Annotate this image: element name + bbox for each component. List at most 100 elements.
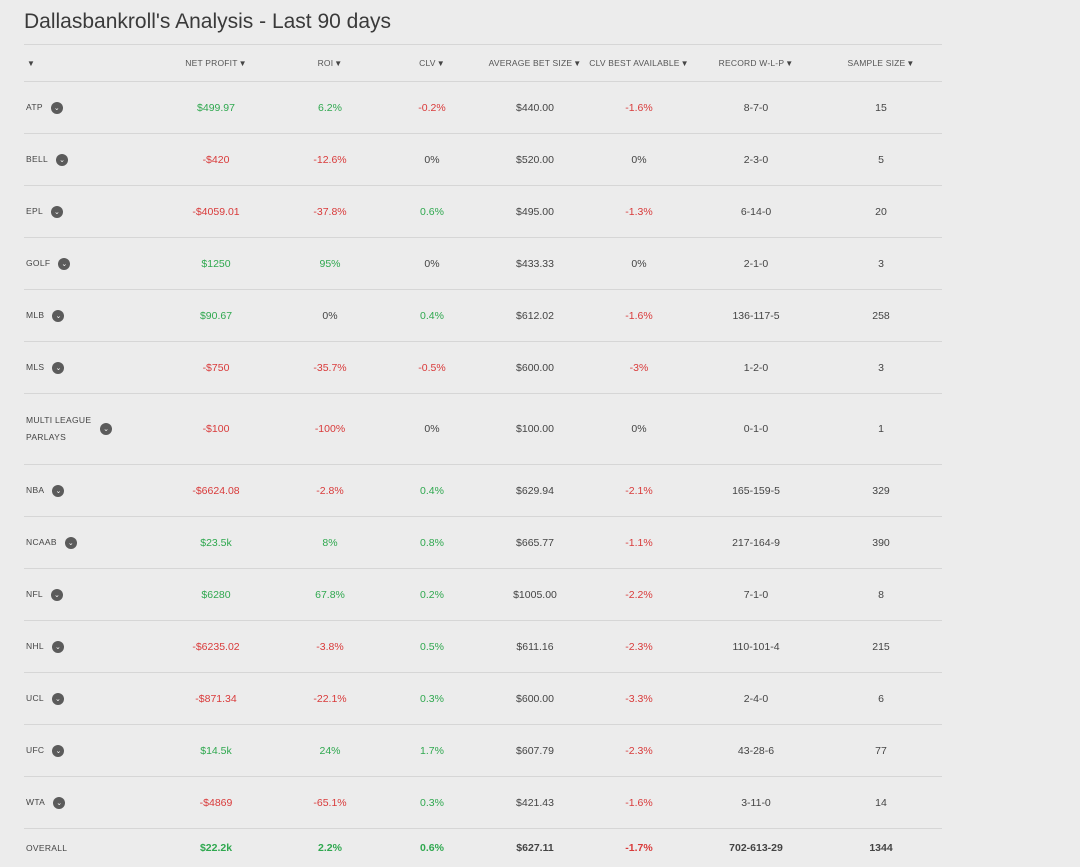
- cell-clv-best-available: -2.3%: [625, 640, 653, 653]
- chevron-down-icon[interactable]: ⌄: [52, 309, 65, 322]
- cell-record: 136-117-5: [732, 309, 780, 322]
- chevron-down-icon[interactable]: ⌄: [58, 257, 71, 270]
- cell-clv: 0%: [424, 423, 440, 435]
- cell-clv: 0%: [424, 153, 440, 166]
- chevron-down-icon[interactable]: ⌄: [53, 796, 66, 809]
- table-row: NHL ⌄ -$6235.02 -3.8% 0.5% $611.16 -2.3% 110-10…: [24, 621, 942, 673]
- chevron-down-icon[interactable]: ⌄: [51, 640, 64, 653]
- cell-record: 3-11-0: [741, 796, 771, 809]
- league-name: ATP: [26, 102, 43, 112]
- league-name: MLB: [26, 310, 45, 320]
- chevron-down-icon[interactable]: ⌄: [64, 536, 77, 549]
- table-row: NBA ⌄ -$6624.08 -2.8% 0.4% $629.94 -2.1% 165-15…: [24, 465, 942, 517]
- cell-clv-best-available: 0%: [631, 423, 647, 435]
- cell-sample-size: 8: [878, 588, 884, 601]
- cell-average-bet-size: $665.77: [516, 536, 554, 549]
- cell-average-bet-size: $440.00: [516, 101, 554, 114]
- cell-net-profit: $499.97: [197, 101, 235, 114]
- chevron-down-icon[interactable]: ⌄: [50, 101, 63, 114]
- cell-clv-best-available: -1.6%: [625, 101, 653, 114]
- cell-sample-size: 15: [875, 101, 887, 114]
- header-clv[interactable]: CLV▼: [419, 58, 445, 68]
- overall-roi: 2.2%: [318, 842, 342, 854]
- cell-clv-best-available: -2.3%: [625, 744, 653, 757]
- cell-net-profit: -$6235.02: [192, 640, 240, 653]
- cell-sample-size: 329: [872, 484, 890, 497]
- header-roi[interactable]: ROI▼: [317, 58, 343, 68]
- cell-sample-size: 5: [878, 153, 884, 166]
- chevron-down-icon[interactable]: ⌄: [52, 484, 65, 497]
- header-average-bet-size[interactable]: AVERAGE BET SIZE▼: [488, 58, 582, 68]
- analysis-table: ▼ NET PROFIT▼ ROI▼ CLV▼ AVERAGE BET SIZE…: [24, 44, 942, 867]
- cell-clv: -0.5%: [418, 361, 446, 374]
- cell-roi: 67.8%: [315, 588, 345, 601]
- chevron-down-icon[interactable]: ⌄: [50, 588, 63, 601]
- cell-average-bet-size: $607.79: [516, 744, 554, 757]
- table-header: ▼ NET PROFIT▼ ROI▼ CLV▼ AVERAGE BET SIZE…: [24, 45, 942, 82]
- table-row: NFL ⌄ $6280 67.8% 0.2% $1005.00 -2.2% 7-1-0 8: [24, 569, 942, 621]
- cell-record: 7-1-0: [743, 588, 769, 601]
- chevron-down-icon[interactable]: ⌄: [51, 692, 64, 705]
- cell-record: 8-7-0: [743, 101, 769, 114]
- header-net-profit[interactable]: NET PROFIT▼: [185, 58, 247, 68]
- cell-clv: -0.2%: [418, 101, 446, 114]
- cell-record: 110-101-4: [732, 640, 780, 653]
- cell-roi: 95%: [319, 257, 341, 270]
- cell-average-bet-size: $421.43: [516, 796, 554, 809]
- cell-record: 1-2-0: [743, 361, 769, 374]
- cell-roi: -100%: [314, 423, 346, 435]
- table-row: EPL ⌄ -$4059.01 -37.8% 0.6% $495.00 -1.3% 6-14-…: [24, 186, 942, 238]
- chevron-down-icon[interactable]: ⌄: [52, 744, 65, 757]
- cell-clv: 0.4%: [420, 309, 444, 322]
- page-title: Dallasbankroll's Analysis - Last 90 days: [24, 10, 392, 33]
- cell-average-bet-size: $600.00: [516, 361, 554, 374]
- cell-clv-best-available: -1.6%: [625, 309, 653, 322]
- cell-average-bet-size: $1005.00: [513, 588, 557, 601]
- league-name: EPL: [26, 206, 43, 216]
- chevron-down-icon[interactable]: ⌄: [50, 205, 63, 218]
- overall-row: OVERALL $22.2k 2.2% 0.6% $627.11 -1.7% 7…: [24, 829, 942, 867]
- cell-net-profit: -$100: [202, 423, 230, 435]
- cell-roi: 6.2%: [318, 101, 342, 114]
- sort-down-icon[interactable]: ▼: [27, 58, 36, 68]
- cell-sample-size: 14: [875, 796, 887, 809]
- table-row: BELL ⌄ -$420 -12.6% 0% $520.00 0% 2-3-0 5: [24, 134, 942, 186]
- cell-net-profit: $90.67: [199, 309, 233, 322]
- cell-net-profit: -$6624.08: [192, 484, 240, 497]
- chevron-down-icon[interactable]: ⌄: [100, 423, 112, 435]
- overall-clv-best-available: -1.7%: [625, 842, 653, 854]
- table-row: UFC ⌄ $14.5k 24% 1.7% $607.79 -2.3% 43-28-6 77: [24, 725, 942, 777]
- cell-average-bet-size: $629.94: [516, 484, 554, 497]
- cell-record: 0-1-0: [743, 423, 769, 435]
- cell-roi: -37.8%: [313, 205, 347, 218]
- sort-down-icon: ▼: [906, 59, 915, 68]
- cell-sample-size: 6: [878, 692, 884, 705]
- league-name: UCL: [26, 693, 44, 703]
- header-sample-size[interactable]: SAMPLE SIZE▼: [847, 58, 915, 68]
- cell-record: 43-28-6: [737, 744, 775, 757]
- table-row: UCL ⌄ -$871.34 -22.1% 0.3% $600.00 -3.3% 2-4-0 6: [24, 673, 942, 725]
- cell-clv-best-available: -1.6%: [625, 796, 653, 809]
- table-row: GOLF ⌄ $1250 95% 0% $433.33 0% 2-1-0 3: [24, 238, 942, 290]
- chevron-down-icon[interactable]: ⌄: [56, 153, 68, 166]
- league-name: GOLF: [26, 258, 51, 268]
- chevron-down-icon[interactable]: ⌄: [52, 361, 65, 374]
- cell-average-bet-size: $433.33: [516, 257, 554, 270]
- cell-clv: 0.3%: [420, 692, 444, 705]
- cell-sample-size: 390: [872, 536, 890, 549]
- cell-clv-best-available: -1.3%: [625, 205, 653, 218]
- cell-clv: 0.6%: [420, 205, 444, 218]
- cell-sample-size: 215: [872, 640, 890, 653]
- header-clv-best-available[interactable]: CLV BEST AVAILABLE▼: [589, 58, 689, 68]
- overall-net-profit: $22.2k: [199, 842, 233, 854]
- league-name: BELL: [26, 154, 48, 164]
- overall-label: OVERALL: [26, 842, 68, 853]
- cell-clv: 0.3%: [420, 796, 444, 809]
- cell-roi: -35.7%: [313, 361, 347, 374]
- league-name: NHL: [26, 641, 44, 651]
- sort-down-icon: ▼: [785, 59, 794, 68]
- header-record[interactable]: RECORD W-L-P▼: [718, 58, 794, 68]
- cell-clv-best-available: -2.1%: [625, 484, 653, 497]
- header-league-sort[interactable]: ▼: [24, 59, 152, 68]
- overall-sample-size: 1344: [869, 842, 893, 854]
